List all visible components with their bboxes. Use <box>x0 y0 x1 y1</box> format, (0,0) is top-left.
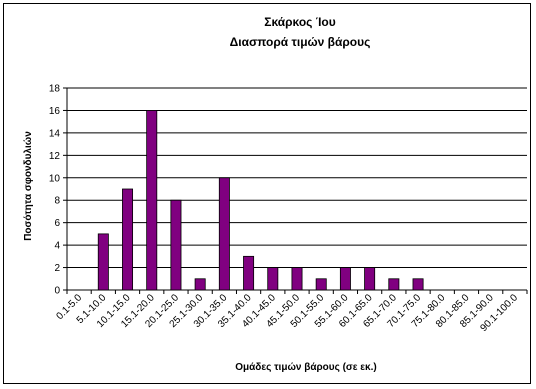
bar <box>97 233 109 291</box>
bar <box>122 188 134 291</box>
bar <box>218 177 230 291</box>
y-tick-label: 10 <box>49 173 61 184</box>
y-tick-label: 16 <box>49 106 61 117</box>
bar <box>339 267 351 291</box>
bar <box>170 199 182 291</box>
y-tick-label: 4 <box>54 241 60 252</box>
bar <box>243 255 255 291</box>
bar <box>412 278 424 291</box>
y-tick-label: 12 <box>49 151 61 162</box>
y-tick-label: 2 <box>54 263 60 274</box>
bar <box>364 267 376 291</box>
bar <box>388 278 400 291</box>
y-tick-label: 14 <box>49 128 61 139</box>
chart-title-line2: Διασπορά τιμών βάρους <box>230 35 371 49</box>
chart-title-line1: Σκάρκος Ίου <box>264 15 336 29</box>
plot-area: 0246810121416180.1-5.05.1-10.010.1-15.01… <box>49 84 528 334</box>
y-tick-label: 8 <box>54 196 60 207</box>
y-tick-label: 18 <box>49 84 61 95</box>
bar <box>291 267 303 291</box>
bar <box>315 278 327 291</box>
y-tick-label: 6 <box>54 218 60 229</box>
y-tick-label: 0 <box>54 286 60 297</box>
chart-frame <box>3 3 531 384</box>
bar <box>267 267 279 291</box>
x-axis-title: Ομάδες τιμών βάρους (σε εκ.) <box>235 362 376 373</box>
y-axis-title: Ποσότητα σφονδυλιών <box>23 131 34 241</box>
bar <box>194 278 206 291</box>
bar <box>146 110 158 291</box>
